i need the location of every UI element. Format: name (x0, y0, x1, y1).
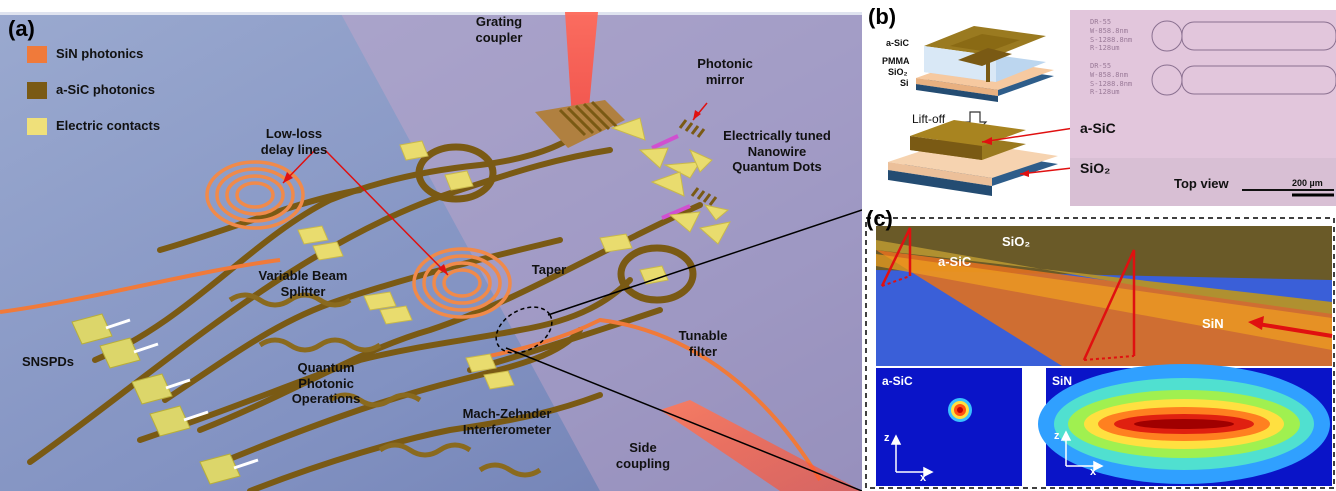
layer-stack-illustration (862, 0, 1336, 210)
sample-line: DR-55 (1090, 62, 1112, 70)
sin-spiral-center (412, 247, 512, 319)
label-snspds: SNSPDs (22, 354, 75, 369)
layer-label-pmma: PMMA (882, 56, 910, 66)
axis-x-asic: x (920, 472, 927, 484)
panel-b-label: (b) (868, 4, 897, 29)
legend-label-contacts: Electric contacts (56, 118, 161, 133)
sample-line: R-128um (1090, 44, 1120, 53)
layer-label-asic: a-SiC (886, 38, 910, 48)
ring-resonator-1 (415, 143, 497, 203)
sample-line: R-128um (1090, 88, 1120, 97)
legend-label-sin: SiN photonics (56, 46, 144, 61)
sample-line: S-1288.8nm (1090, 79, 1133, 88)
mode-profile-asic (876, 368, 1022, 486)
chip-substrate (0, 12, 862, 491)
label-top-view: Top view (1174, 176, 1229, 191)
legend-swatch-asic (27, 82, 47, 99)
ring-resonator-2 (617, 244, 697, 304)
label-electrically-tuned: Electrically tuned Nanowire Quantum Dots (723, 128, 831, 175)
label-taper: Taper (531, 262, 567, 277)
label-photonic-mirror: Photonic mirror (697, 56, 753, 87)
sample-line: S-1288.8nm (1090, 35, 1133, 44)
label-mode-asic: a-SiC (882, 374, 913, 388)
label-quantum-ops: Quantum Photonic Operations (291, 360, 361, 407)
sin-spiral-left (205, 160, 305, 230)
label-variable-bs: Variable Beam Splitter (258, 268, 348, 299)
label-mode-sin: SiN (1052, 374, 1073, 388)
label-tunable-filter: Tunable filter (678, 328, 728, 359)
legend-swatch-sin (27, 46, 47, 63)
arrow-label-sio2: SiO₂ (1080, 160, 1111, 176)
label-c-sin: SiN (1202, 316, 1224, 331)
sample-line: DR-55 (1090, 18, 1112, 26)
label-c-asic: a-SiC (938, 254, 972, 269)
label-mzi: Mach-Zehnder Interferometer (462, 406, 552, 437)
label-liftoff: Lift-off (912, 112, 946, 126)
label-c-sio2: SiO₂ (1002, 234, 1031, 249)
sample-line: W-858.8nm (1090, 70, 1128, 79)
label-scale-bar: 200 µm (1292, 178, 1323, 188)
side-coupling-beam (660, 400, 862, 491)
microscope-text: DR-55 W-858.8nm S-1288.8nm R-128um (1090, 18, 1154, 53)
axis-z-asic: z (884, 432, 890, 444)
contact-pad (399, 140, 429, 161)
layer-label-si: Si (900, 78, 909, 88)
panel-a-label: (a) (8, 16, 35, 41)
panel-b: (b) a-SiC PMMA SiO₂ Si Lift-off a-SiC Si… (862, 0, 1336, 210)
panel-c: (c) SiO₂ a-SiC SiN a-SiC SiN z x z x (862, 206, 1336, 491)
axis-x-sin: x (1090, 466, 1097, 478)
panel-c-label: (c) (866, 206, 893, 231)
legend-label-asic: a-SiC photonics (56, 82, 155, 97)
label-grating-coupler: Grating coupler (475, 14, 523, 45)
layer-label-sio2: SiO₂ (888, 67, 908, 77)
label-low-loss: Low-loss delay lines (260, 126, 328, 157)
taper-3d-view (862, 210, 1336, 491)
laser-beam-top (565, 12, 598, 118)
propagation-arrow (1248, 316, 1264, 330)
panel-a: (a) SiN photonics a-SiC photonics Electr… (0, 12, 862, 491)
chip-illustration (0, 12, 862, 491)
sample-line: W-858.8nm (1090, 26, 1128, 35)
axis-z-sin: z (1054, 430, 1060, 442)
arrow-label-asic: a-SiC (1080, 120, 1116, 136)
label-side-coupling: Side coupling (615, 440, 671, 471)
microscope-text-2: DR-55 W-858.8nm S-1288.8nm R-128um (1090, 62, 1154, 97)
legend-swatch-contacts (27, 118, 47, 135)
